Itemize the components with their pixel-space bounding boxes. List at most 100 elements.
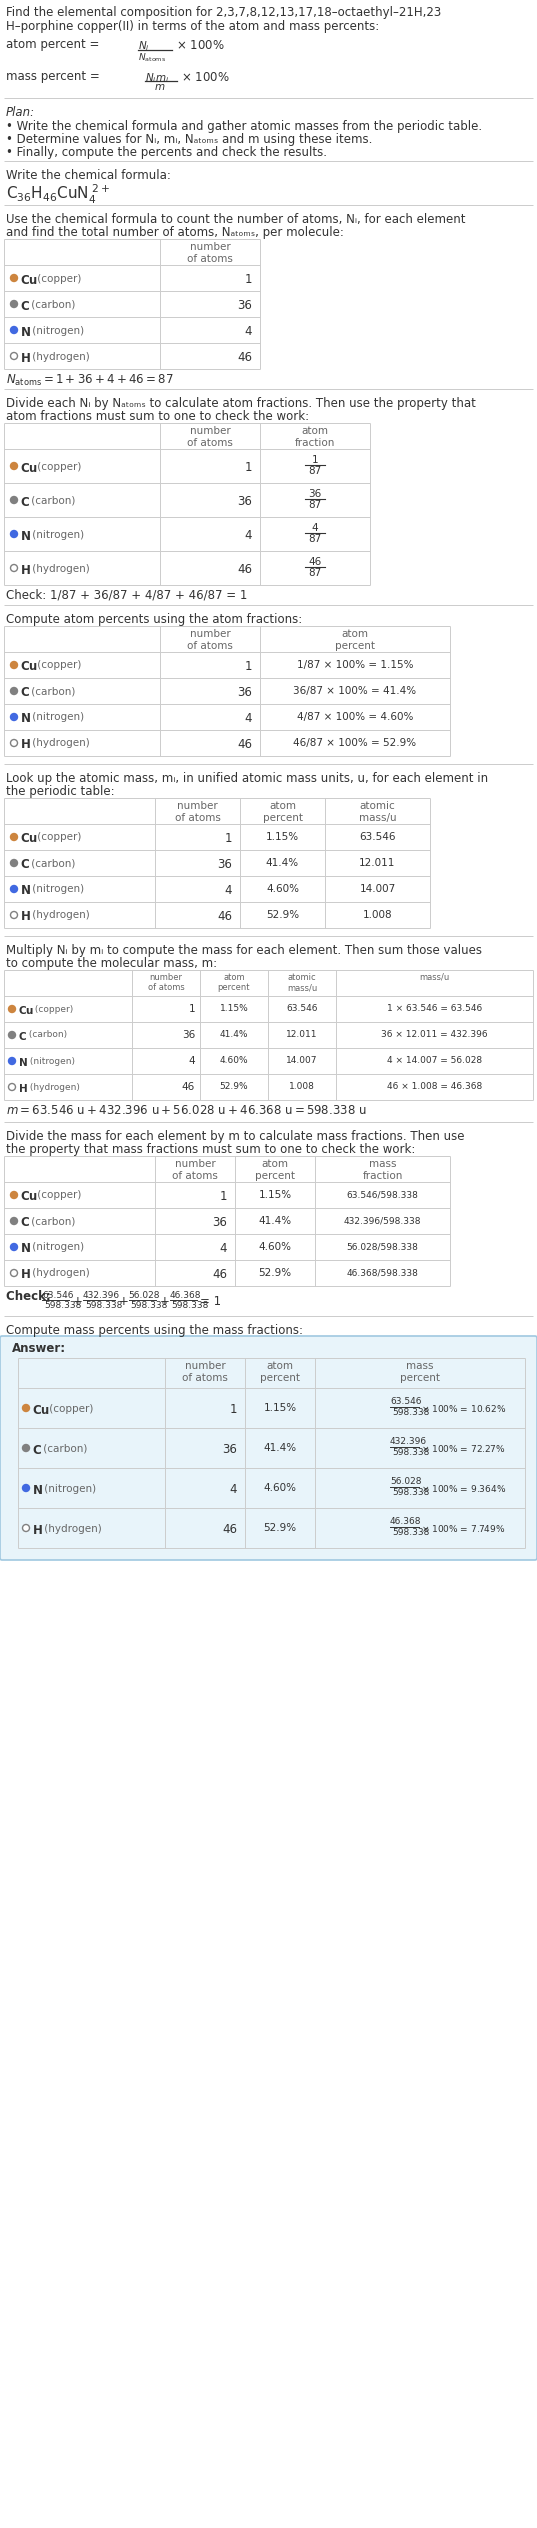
Text: 4: 4 [220, 1241, 227, 1254]
Text: (hydrogen): (hydrogen) [29, 738, 90, 748]
Text: (carbon): (carbon) [28, 860, 75, 870]
Text: Check: 1/87 + 36/87 + 4/87 + 46/87 = 1: Check: 1/87 + 36/87 + 4/87 + 46/87 = 1 [6, 589, 248, 602]
Text: 1.15%: 1.15% [264, 1403, 296, 1413]
Text: 52.9%: 52.9% [264, 1522, 296, 1532]
Text: (nitrogen): (nitrogen) [41, 1484, 96, 1494]
Text: (hydrogen): (hydrogen) [41, 1524, 101, 1534]
Circle shape [11, 301, 18, 308]
FancyBboxPatch shape [0, 1335, 537, 1560]
Text: $\mathbf{Cu}$: $\mathbf{Cu}$ [20, 1191, 38, 1203]
Text: (copper): (copper) [34, 660, 82, 670]
Text: atomic
mass/u: atomic mass/u [359, 801, 396, 822]
Text: 63.546/598.338: 63.546/598.338 [346, 1191, 418, 1198]
Text: 1/87 × 100% = 1.15%: 1/87 × 100% = 1.15% [297, 660, 413, 670]
Text: number
of atoms: number of atoms [175, 801, 220, 822]
Text: number
of atoms: number of atoms [172, 1158, 218, 1181]
Text: 46: 46 [237, 564, 252, 576]
Text: +: + [119, 1294, 128, 1307]
Text: 36: 36 [182, 1029, 195, 1039]
Text: Divide each Nᵢ by Nₐₜₒₘₛ to calculate atom fractions. Then use the property that: Divide each Nᵢ by Nₐₜₒₘₛ to calculate at… [6, 397, 476, 410]
Text: $\mathbf{N}$: $\mathbf{N}$ [20, 326, 31, 339]
Text: $\times$ 100% = 72.27%: $\times$ 100% = 72.27% [422, 1443, 506, 1454]
Text: $\mathbf{N}$: $\mathbf{N}$ [20, 713, 31, 726]
Circle shape [23, 1406, 30, 1411]
Text: $\mathbf{Cu}$: $\mathbf{Cu}$ [20, 660, 38, 672]
Text: 598.338: 598.338 [85, 1302, 122, 1310]
Text: atom
percent: atom percent [255, 1158, 295, 1181]
Text: $\times$ 100% = 7.749%: $\times$ 100% = 7.749% [422, 1522, 506, 1534]
Circle shape [23, 1484, 30, 1492]
Text: (nitrogen): (nitrogen) [29, 528, 84, 538]
Text: $\mathbf{H}$: $\mathbf{H}$ [20, 738, 31, 751]
Text: 36: 36 [237, 298, 252, 311]
Text: 432.396: 432.396 [83, 1292, 120, 1299]
Text: $\mathbf{C}$: $\mathbf{C}$ [20, 298, 30, 313]
Text: 1.008: 1.008 [362, 910, 393, 920]
Text: mass
fraction: mass fraction [362, 1158, 403, 1181]
Text: (hydrogen): (hydrogen) [29, 1269, 90, 1279]
Text: (carbon): (carbon) [28, 1216, 75, 1226]
Text: $\mathbf{H}$: $\mathbf{H}$ [18, 1082, 28, 1095]
Text: 4.60%: 4.60% [220, 1057, 248, 1064]
Text: $\mathbf{C}$: $\mathbf{C}$ [18, 1031, 27, 1042]
Text: • Determine values for Nᵢ, mᵢ, Nₐₜₒₘₛ and m using these items.: • Determine values for Nᵢ, mᵢ, Nₐₜₒₘₛ an… [6, 134, 372, 147]
Text: 598.338: 598.338 [392, 1489, 430, 1497]
Text: number
of atoms: number of atoms [187, 243, 233, 263]
Circle shape [11, 860, 18, 867]
Text: (carbon): (carbon) [26, 1031, 67, 1039]
Text: $\mathbf{Cu}$: $\mathbf{Cu}$ [20, 832, 38, 844]
Text: 63.546: 63.546 [42, 1292, 74, 1299]
Text: 87: 87 [308, 465, 322, 475]
Text: 4.60%: 4.60% [258, 1241, 292, 1251]
Circle shape [23, 1443, 30, 1451]
Text: 12.011: 12.011 [359, 857, 396, 867]
Text: 41.4%: 41.4% [266, 857, 299, 867]
Text: 598.338: 598.338 [392, 1449, 430, 1456]
Text: $m$: $m$ [154, 81, 165, 91]
Text: 1: 1 [244, 460, 252, 475]
Text: $\mathbf{Cu}$: $\mathbf{Cu}$ [20, 463, 38, 475]
Circle shape [11, 531, 18, 538]
Text: $\mathbf{H}$: $\mathbf{H}$ [32, 1524, 43, 1537]
Text: 1.15%: 1.15% [220, 1004, 249, 1014]
Text: mass/u: mass/u [419, 973, 449, 981]
Text: 4: 4 [229, 1484, 237, 1497]
Text: 36: 36 [217, 857, 232, 872]
Text: (nitrogen): (nitrogen) [27, 1057, 75, 1064]
Text: $\mathbf{C}$: $\mathbf{C}$ [20, 495, 30, 508]
Text: 63.546: 63.546 [390, 1398, 422, 1406]
Text: 63.546: 63.546 [359, 832, 396, 842]
Text: mass percent =: mass percent = [6, 71, 104, 83]
Text: 46: 46 [237, 351, 252, 364]
Text: 36: 36 [237, 495, 252, 508]
Text: $\mathbf{N}$: $\mathbf{N}$ [32, 1484, 43, 1497]
Text: 4: 4 [188, 1057, 195, 1067]
Text: $\mathbf{N}$: $\mathbf{N}$ [20, 528, 31, 544]
Text: • Write the chemical formula and gather atomic masses from the periodic table.: • Write the chemical formula and gather … [6, 119, 482, 134]
Text: 41.4%: 41.4% [264, 1443, 296, 1454]
Text: 432.396/598.338: 432.396/598.338 [344, 1216, 421, 1226]
Text: 4 × 14.007 = 56.028: 4 × 14.007 = 56.028 [387, 1057, 482, 1064]
Text: 46: 46 [182, 1082, 195, 1092]
Text: 598.338: 598.338 [44, 1302, 82, 1310]
Text: 46: 46 [222, 1522, 237, 1537]
Text: $N_\mathrm{atoms} = 1 + 36 + 4 + 46 = 87$: $N_\mathrm{atoms} = 1 + 36 + 4 + 46 = 87… [6, 374, 173, 389]
Text: 46: 46 [217, 910, 232, 923]
Text: $\mathbf{Cu}$: $\mathbf{Cu}$ [32, 1403, 50, 1416]
Text: 598.338: 598.338 [392, 1527, 430, 1537]
Text: 46: 46 [237, 738, 252, 751]
Circle shape [11, 1218, 18, 1224]
Text: (nitrogen): (nitrogen) [29, 326, 84, 336]
Text: Divide the mass for each element by m to calculate mass fractions. Then use: Divide the mass for each element by m to… [6, 1130, 465, 1143]
Text: $\mathbf{C}$: $\mathbf{C}$ [32, 1443, 42, 1456]
Text: 1: 1 [244, 660, 252, 672]
Text: to compute the molecular mass, m:: to compute the molecular mass, m: [6, 958, 217, 971]
Text: atomic
mass/u: atomic mass/u [287, 973, 317, 994]
Text: (copper): (copper) [34, 1191, 82, 1201]
Text: Compute atom percents using the atom fractions:: Compute atom percents using the atom fra… [6, 612, 302, 627]
Circle shape [11, 1269, 18, 1277]
Text: Write the chemical formula:: Write the chemical formula: [6, 169, 171, 182]
Text: $\mathbf{H}$: $\mathbf{H}$ [20, 1269, 31, 1282]
Text: 87: 87 [308, 569, 322, 579]
Text: $\mathbf{H}$: $\mathbf{H}$ [20, 351, 31, 364]
